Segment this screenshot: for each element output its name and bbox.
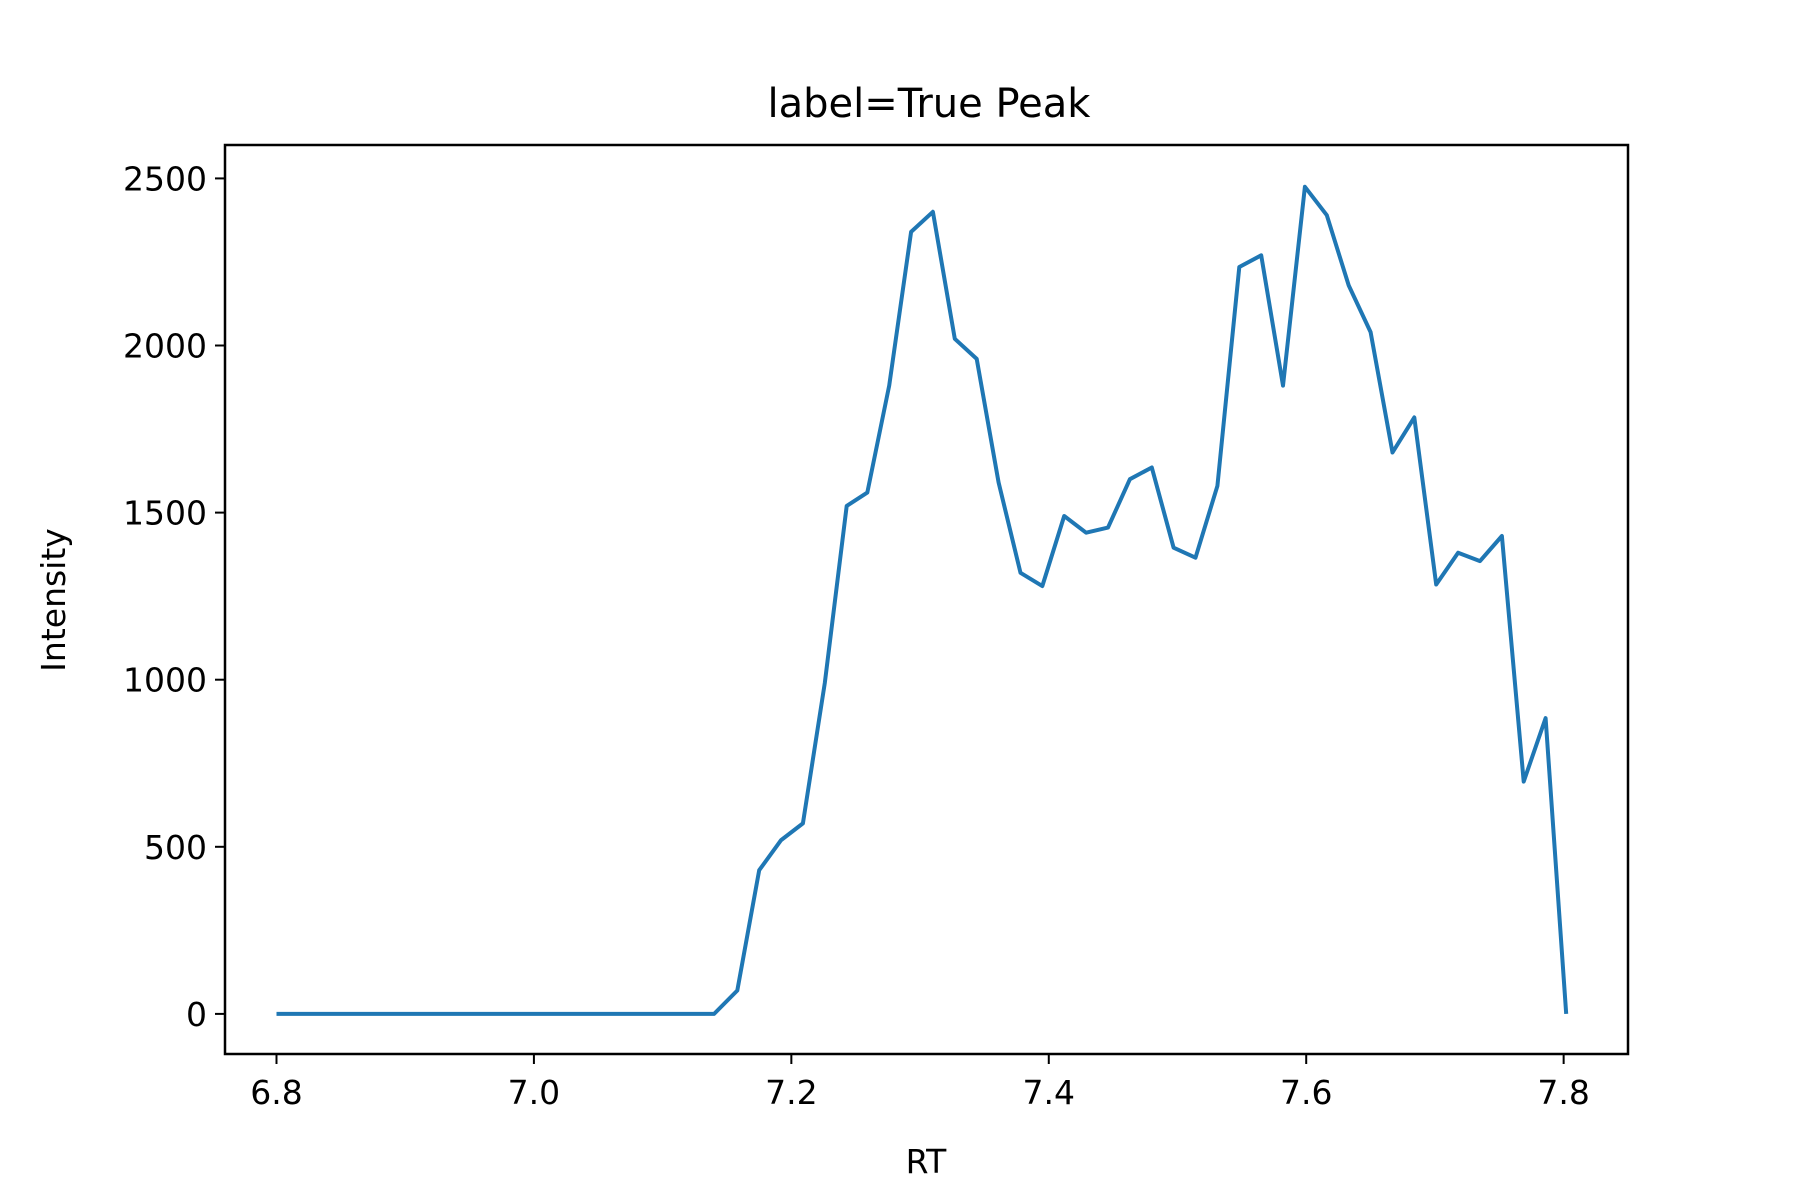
y-tick-label: 2500 [123,159,207,198]
x-tick-label: 6.8 [250,1073,302,1112]
y-axis-ticks: 0 500 1000 1500 2000 2500 [123,159,225,1034]
x-axis-label: RT [906,1142,948,1181]
x-axis-ticks: 6.8 7.0 7.2 7.4 7.6 7.8 [250,1054,1590,1112]
y-tick-label: 500 [144,828,207,867]
y-axis-label: Intensity [34,528,73,672]
x-tick-label: 7.6 [1280,1073,1332,1112]
y-tick-label: 1500 [123,494,207,533]
y-tick-label: 2000 [123,327,207,366]
series-line-0 [276,184,1569,1016]
y-tick-label: 1000 [123,661,207,700]
chart-title: label=True Peak [768,81,1092,127]
x-tick-label: 7.8 [1537,1073,1589,1112]
y-tick-label: 0 [186,995,207,1034]
x-tick-label: 7.4 [1023,1073,1075,1112]
x-tick-label: 7.2 [765,1073,817,1112]
plot-area [276,184,1569,1016]
x-tick-label: 7.0 [508,1073,560,1112]
plot-frame [223,143,1630,1056]
